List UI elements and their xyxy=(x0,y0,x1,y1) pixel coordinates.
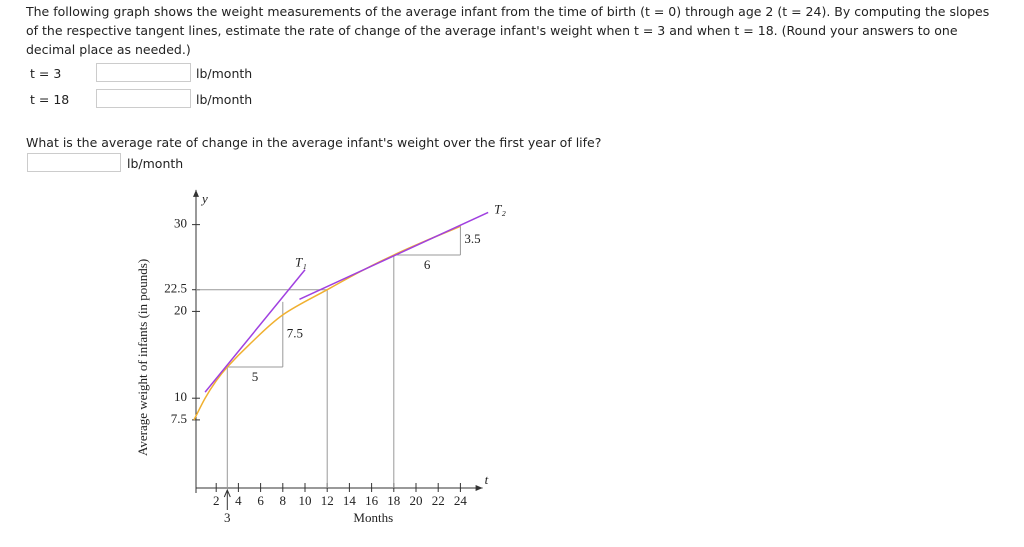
y-axis-label: y xyxy=(200,191,208,206)
y-tick-label: 20 xyxy=(174,302,187,317)
question-text: The following graph shows the weight mea… xyxy=(26,4,990,57)
x-arrow xyxy=(475,485,483,491)
x-tick-label: 2 xyxy=(213,493,220,508)
y-title: Average weight of infants (in pounds) xyxy=(135,259,150,456)
run-label: 6 xyxy=(424,257,431,272)
x-tick-label: 16 xyxy=(365,493,379,508)
row-label: t = 3 xyxy=(30,66,62,81)
y-tick-label: 22.5 xyxy=(164,281,187,296)
tangent-label: T₂ xyxy=(494,201,506,216)
unit: lb/month xyxy=(196,66,253,81)
x-tick-label: 12 xyxy=(321,493,334,508)
x-tick-label: 10 xyxy=(299,493,312,508)
answer-input[interactable] xyxy=(96,89,191,108)
question-text: What is the average rate of change in th… xyxy=(26,135,602,150)
answer-input[interactable] xyxy=(96,63,191,82)
x-tick-label: 22 xyxy=(432,493,445,508)
row-label: t = 18 xyxy=(30,92,70,107)
x-tick-label: 20 xyxy=(410,493,423,508)
x-tick-label: 3 xyxy=(224,510,231,525)
x-title: Months xyxy=(353,510,393,525)
rise-label: 3.5 xyxy=(464,231,480,246)
x-tick-label: 14 xyxy=(343,493,357,508)
x-tick-label: 4 xyxy=(235,493,242,508)
y-tick-label: 10 xyxy=(174,389,187,404)
tick-arrow xyxy=(223,488,231,510)
answer-input[interactable] xyxy=(27,153,121,172)
unit: lb/month xyxy=(196,92,253,107)
weight-curve xyxy=(193,225,461,421)
tangent-line xyxy=(299,211,489,300)
y-arrow xyxy=(193,189,199,197)
x-tick-label: 24 xyxy=(454,493,468,508)
y-tick-label: 7.5 xyxy=(171,411,187,426)
run-label: 5 xyxy=(252,369,259,384)
tangent-line xyxy=(204,269,306,393)
x-tick-label: 6 xyxy=(257,493,264,508)
tangent-label: T₁ xyxy=(295,255,307,270)
rise-label: 7.5 xyxy=(287,325,303,340)
unit: lb/month xyxy=(127,156,184,171)
x-tick-label: 18 xyxy=(387,493,400,508)
x-axis-label: t xyxy=(485,472,489,487)
x-tick-label: 8 xyxy=(280,493,287,508)
y-tick-label: 30 xyxy=(174,216,187,231)
